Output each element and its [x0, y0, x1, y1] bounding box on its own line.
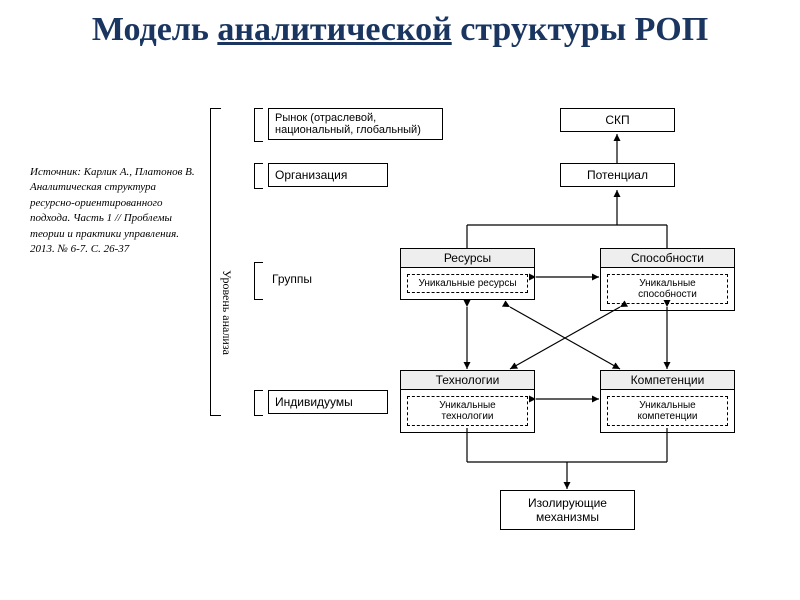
- box-skp: СКП: [560, 108, 675, 132]
- box-skp-label: СКП: [605, 113, 629, 127]
- box-resources: Ресурсы Уникальные ресурсы: [400, 248, 535, 300]
- title-part2: структуры РОП: [452, 11, 708, 48]
- box-technologies-title: Технологии: [401, 371, 534, 390]
- box-competencies-sub: Уникальные компетенции: [607, 396, 728, 426]
- title-underlined: аналитической: [217, 11, 451, 48]
- source-citation: Источник: Карлик А., Платонов В. Аналити…: [30, 165, 200, 257]
- bracket-level-1: [254, 108, 263, 142]
- level-groups: Группы: [272, 272, 312, 286]
- outer-bracket: [210, 108, 221, 416]
- page-title: Модель аналитической структуры РОП: [30, 10, 770, 49]
- box-capabilities-sub: Уникальные способности: [607, 274, 728, 304]
- vertical-axis-label: Уровень анализа: [219, 270, 234, 355]
- bracket-level-3: [254, 262, 263, 300]
- box-competencies: Компетенции Уникальные компетенции: [600, 370, 735, 433]
- box-technologies-sub: Уникальные технологии: [407, 396, 528, 426]
- title-part1: Модель: [92, 11, 218, 48]
- box-potential-label: Потенциал: [587, 168, 648, 182]
- level-individuals: Индивидуумы: [268, 390, 388, 414]
- level-organization-label: Организация: [275, 168, 347, 182]
- level-individuals-label: Индивидуумы: [275, 395, 353, 409]
- box-capabilities: Способности Уникальные способности: [600, 248, 735, 311]
- box-capabilities-title: Способности: [601, 249, 734, 268]
- box-resources-title: Ресурсы: [401, 249, 534, 268]
- box-technologies: Технологии Уникальные технологии: [400, 370, 535, 433]
- level-organization: Организация: [268, 163, 388, 187]
- box-isolating-label: Изолирующие механизмы: [505, 496, 630, 524]
- level-groups-label: Группы: [272, 272, 312, 286]
- box-resources-sub: Уникальные ресурсы: [407, 274, 528, 293]
- bracket-level-4: [254, 390, 263, 416]
- box-isolating: Изолирующие механизмы: [500, 490, 635, 530]
- box-competencies-title: Компетенции: [601, 371, 734, 390]
- level-market: Рынок (отраслевой, национальный, глобаль…: [268, 108, 443, 140]
- bracket-level-2: [254, 163, 263, 189]
- level-market-label: Рынок (отраслевой, национальный, глобаль…: [275, 112, 438, 136]
- box-potential: Потенциал: [560, 163, 675, 187]
